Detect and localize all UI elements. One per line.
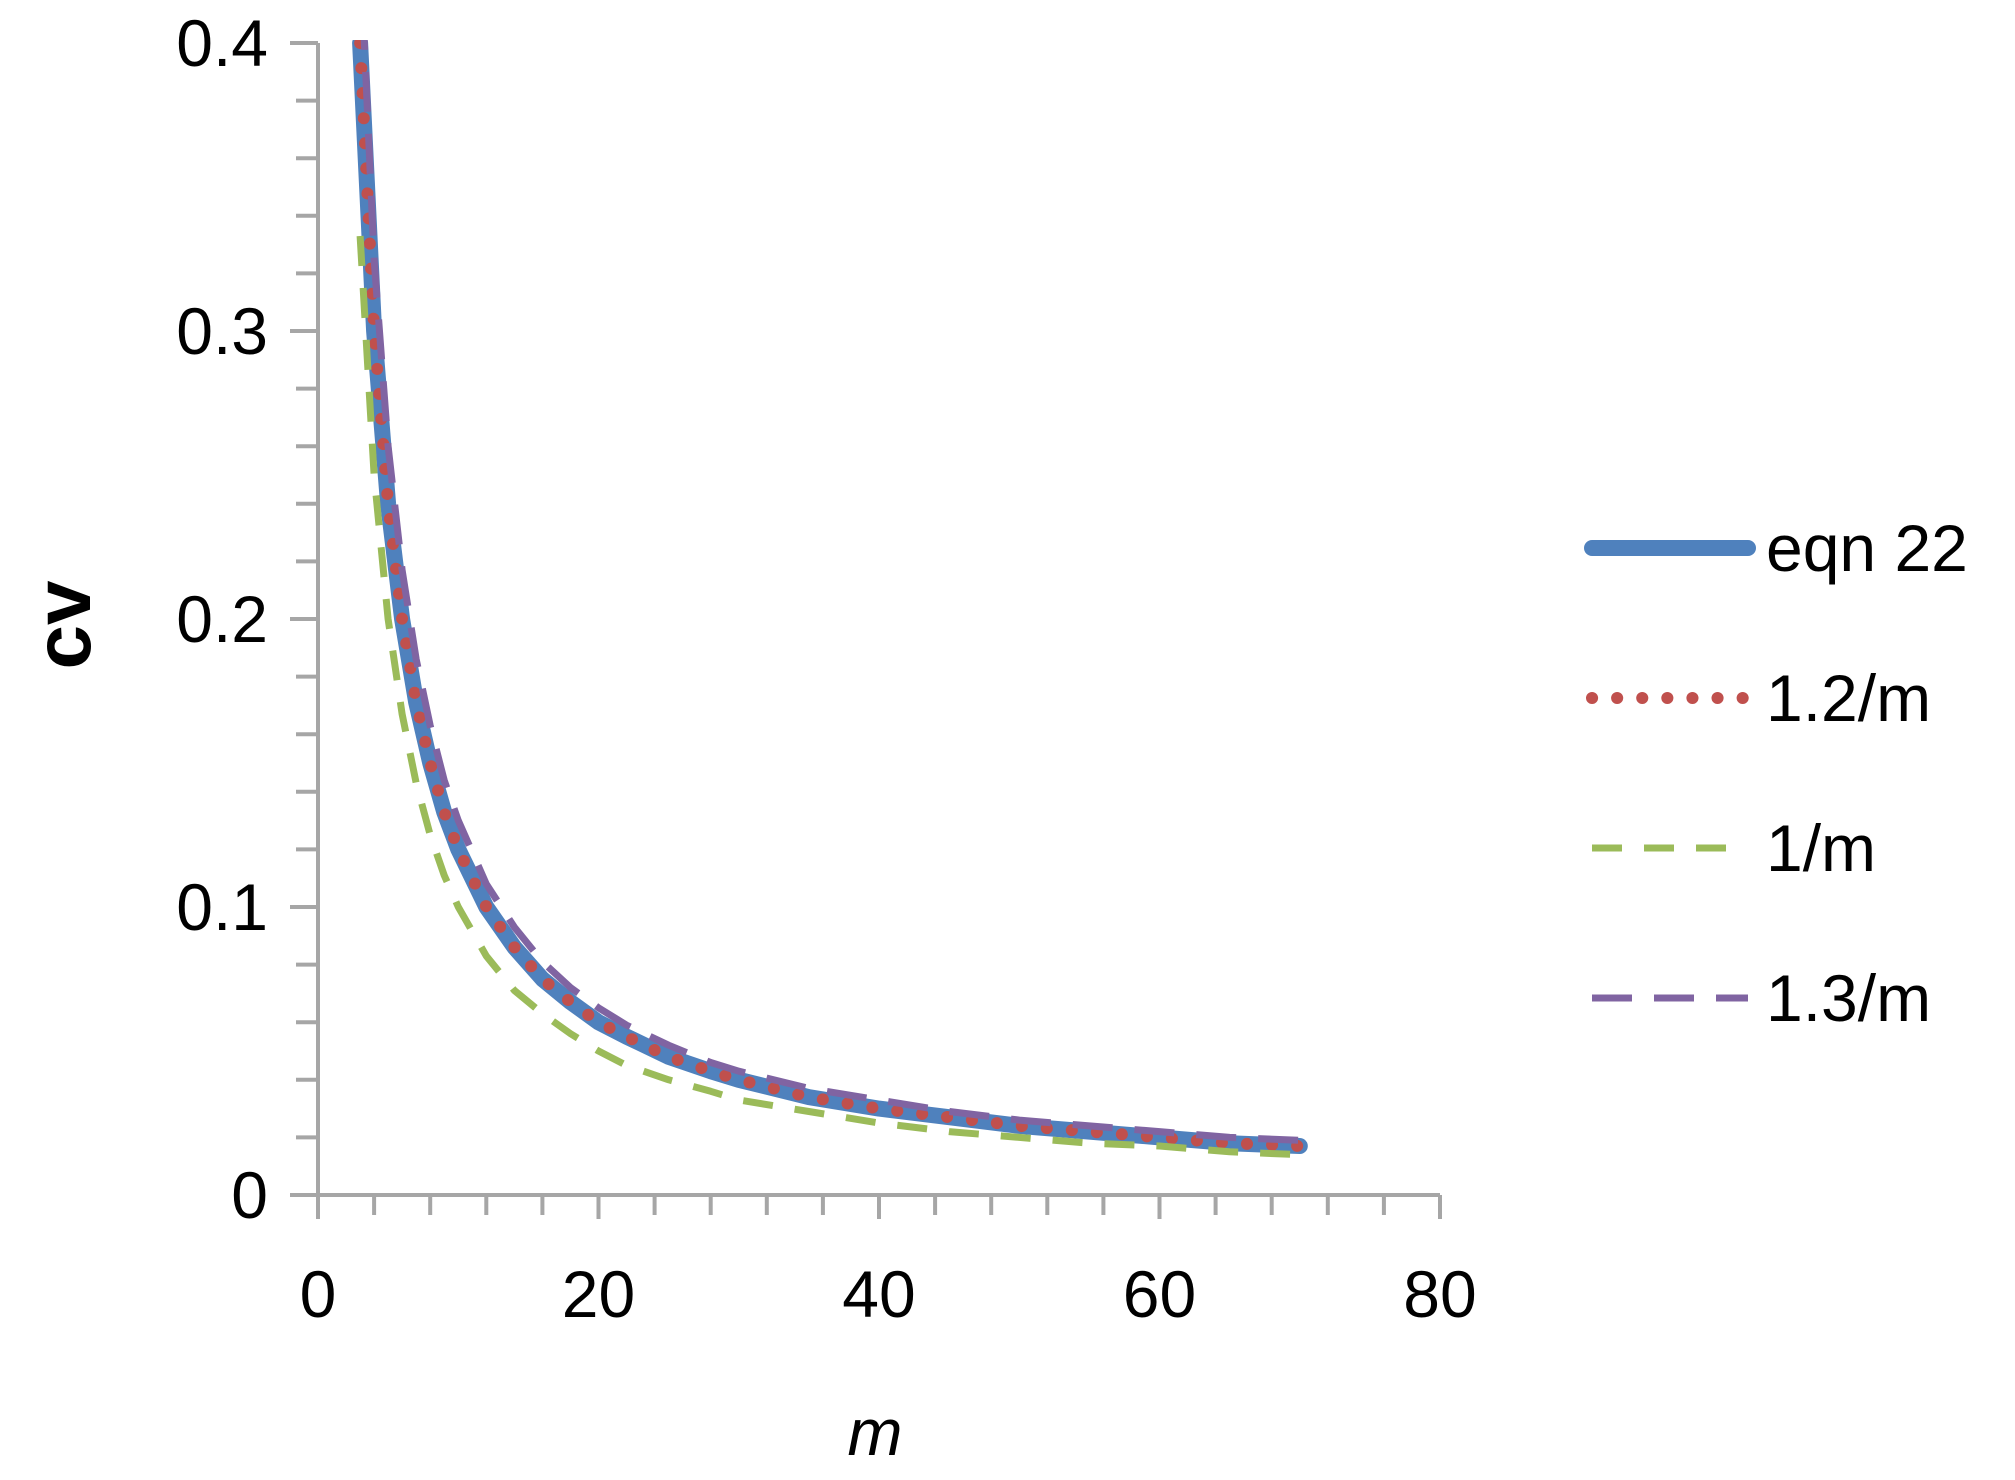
series-line-1 — [354, 40, 1306, 1152]
legend: eqn 22 1.2/m 1/m 1.3/m — [1584, 511, 1968, 1035]
plot-area — [352, 40, 1308, 1159]
legend-label-0: eqn 22 — [1766, 511, 1968, 585]
tick-labels: 0 0.1 0.2 0.3 0.4 0 20 40 60 80 — [176, 6, 1476, 1331]
x-tick-label: 60 — [1123, 1257, 1196, 1331]
series-line-3 — [360, 40, 1300, 1144]
legend-label-3: 1.3/m — [1766, 961, 1931, 1035]
y-tick-label: 0.2 — [176, 582, 268, 656]
series-line-2 — [356, 235, 1300, 1159]
axes — [290, 41, 1442, 1219]
x-tick-label: 40 — [842, 1257, 915, 1331]
legend-label-2: 1/m — [1766, 811, 1876, 885]
y-tick-label: 0 — [231, 1158, 268, 1232]
x-tick-label: 0 — [300, 1257, 337, 1331]
series-line-0 — [352, 40, 1308, 1154]
x-tick-label: 80 — [1403, 1257, 1476, 1331]
y-tick-label: 0.3 — [176, 294, 268, 368]
x-tick-label: 20 — [562, 1257, 635, 1331]
y-tick-label: 0.1 — [176, 870, 268, 944]
x-axis-title: m — [848, 1395, 903, 1469]
legend-label-1: 1.2/m — [1766, 661, 1931, 735]
y-axis-title: cv — [18, 580, 107, 669]
y-tick-label: 0.4 — [176, 6, 268, 80]
